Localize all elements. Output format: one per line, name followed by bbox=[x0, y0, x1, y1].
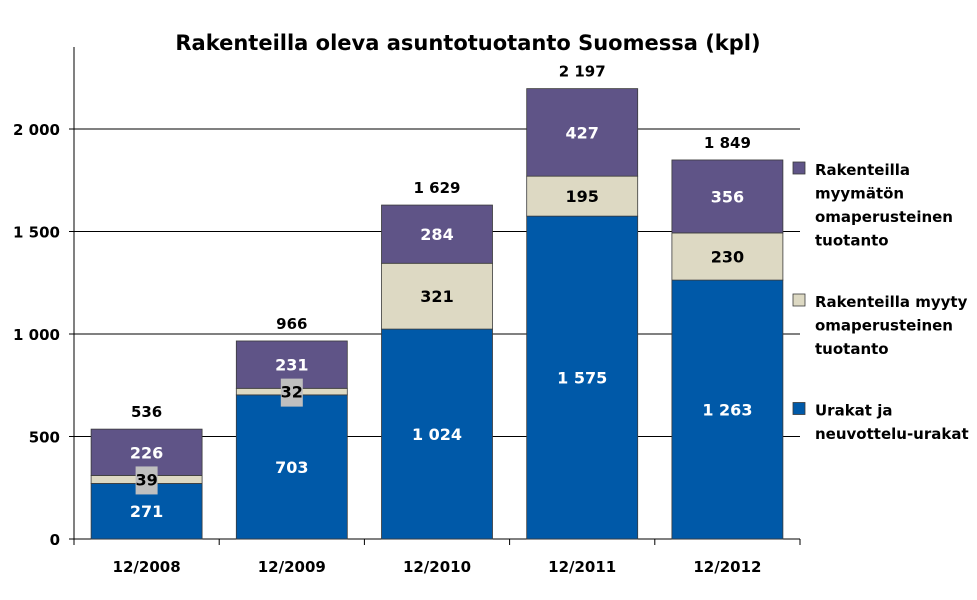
x-tick-label: 12/2011 bbox=[548, 558, 616, 576]
legend-item: Urakat ja neuvottelu-urakat bbox=[792, 402, 969, 443]
y-tick-label: 1 000 bbox=[13, 326, 60, 344]
y-tick-label: 1 500 bbox=[13, 224, 60, 242]
legend-label: Rakenteilla myyty bbox=[815, 293, 968, 311]
x-tick-label: 12/2008 bbox=[113, 558, 181, 576]
legend-label: tuotanto bbox=[815, 232, 889, 250]
data-label: 32 bbox=[281, 383, 303, 402]
total-label: 536 bbox=[131, 403, 162, 421]
bar-segment bbox=[526, 215, 639, 540]
bar-segment bbox=[671, 279, 784, 540]
bar-segment bbox=[381, 262, 493, 330]
legend-label: Urakat ja bbox=[815, 402, 892, 420]
y-tick-label: 500 bbox=[29, 429, 60, 447]
bar-segment bbox=[671, 159, 784, 234]
bar-segment bbox=[381, 328, 493, 540]
legend: Rakenteilla myymätön omaperusteinen tuotant… bbox=[792, 161, 969, 443]
data-label: 230 bbox=[711, 248, 744, 267]
legend-item: Rakenteilla myymätön omaperusteinen tuotant… bbox=[792, 161, 953, 250]
total-label: 966 bbox=[276, 315, 307, 333]
data-label: 1 263 bbox=[702, 401, 752, 420]
x-tick-label: 12/2012 bbox=[693, 558, 761, 576]
data-labels: 271 39 226 536 703 32 231 966 1 024 321 284 1 629 1 … bbox=[130, 63, 753, 522]
legend-label: neuvottelu-urakat bbox=[815, 425, 969, 443]
data-label-box bbox=[135, 466, 158, 495]
data-label: 427 bbox=[565, 123, 598, 142]
data-label: 703 bbox=[275, 458, 308, 477]
legend-label: omaperusteinen bbox=[815, 208, 953, 226]
bars bbox=[90, 88, 784, 540]
legend-swatch bbox=[792, 293, 806, 307]
bar-segment bbox=[381, 204, 493, 264]
bar-segment bbox=[671, 232, 784, 281]
chart-title: Rakenteilla oleva asuntotuotanto Suomess… bbox=[175, 31, 760, 55]
bar-segment bbox=[235, 394, 348, 540]
total-label: 1 629 bbox=[414, 179, 461, 197]
data-label: 284 bbox=[420, 225, 453, 244]
y-tick-label: 0 bbox=[50, 531, 60, 549]
data-label: 1 024 bbox=[412, 425, 462, 444]
total-label: 1 849 bbox=[704, 134, 751, 152]
y-tick-label: 2 000 bbox=[13, 121, 60, 139]
x-tick-label: 12/2009 bbox=[258, 558, 326, 576]
legend-item: Rakenteilla myyty omaperusteinen tuotanto bbox=[792, 293, 968, 358]
data-label: 195 bbox=[565, 187, 598, 206]
legend-label: tuotanto bbox=[815, 340, 889, 358]
legend-label: Rakenteilla bbox=[815, 161, 910, 179]
data-label: 271 bbox=[130, 502, 163, 521]
data-label: 321 bbox=[420, 287, 453, 306]
bar-segment bbox=[526, 88, 639, 177]
data-label: 226 bbox=[130, 443, 163, 462]
data-label: 39 bbox=[135, 470, 157, 489]
data-label: 1 575 bbox=[557, 369, 607, 388]
legend-swatch bbox=[792, 402, 806, 415]
data-label: 231 bbox=[275, 356, 308, 375]
total-label: 2 197 bbox=[559, 63, 606, 81]
legend-label: myymätön bbox=[815, 185, 904, 203]
data-label-box bbox=[280, 378, 303, 407]
x-tick-label: 12/2010 bbox=[403, 558, 471, 576]
legend-swatch bbox=[792, 161, 806, 175]
legend-label: omaperusteinen bbox=[815, 317, 953, 335]
data-label: 356 bbox=[711, 187, 744, 206]
bar-segment bbox=[526, 175, 639, 217]
